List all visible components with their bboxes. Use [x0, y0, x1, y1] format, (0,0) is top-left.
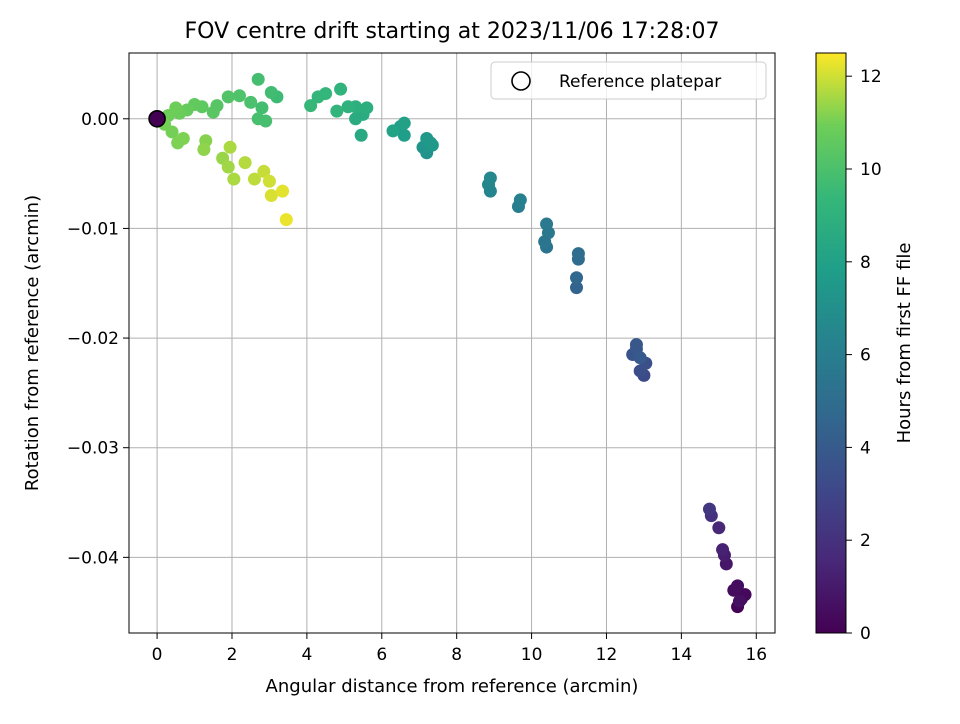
y-axis-ticks: 0.00 −0.01 −0.02 −0.03 −0.04 [67, 110, 129, 568]
data-point [341, 100, 355, 114]
x-tick-label: 10 [521, 645, 543, 665]
colorbar-tick-label: 0 [860, 624, 871, 644]
data-point [304, 99, 318, 113]
data-point [425, 138, 439, 152]
data-point [255, 101, 269, 115]
data-point [633, 351, 647, 365]
x-tick-label: 16 [745, 645, 767, 665]
colorbar-tick-label: 12 [860, 67, 882, 87]
plot-frame [128, 52, 776, 634]
data-point [731, 579, 745, 593]
y-tick-label: −0.01 [67, 219, 119, 239]
legend-marker [511, 71, 531, 91]
data-point [262, 174, 276, 188]
x-axis-ticks: 0 2 4 6 8 10 12 14 16 [152, 633, 767, 665]
data-point [257, 164, 271, 178]
x-tick-label: 0 [152, 645, 163, 665]
data-point [311, 90, 325, 104]
data-point [259, 114, 273, 128]
y-tick-label: 0.00 [81, 110, 119, 130]
data-point [221, 160, 235, 174]
data-point [176, 132, 190, 146]
data-point [251, 72, 265, 86]
legend-entry: Reference platepar [559, 72, 721, 92]
data-point [513, 193, 527, 207]
y-tick-label: −0.02 [67, 329, 119, 349]
x-tick-label: 8 [451, 645, 462, 665]
data-point [386, 124, 400, 138]
x-axis-label: Angular distance from reference (arcmin) [266, 676, 639, 697]
colorbar-tick-label: 10 [860, 160, 882, 180]
data-point [483, 171, 497, 185]
data-point [570, 271, 584, 285]
data-point [276, 184, 290, 198]
colorbar-tick-label: 8 [860, 253, 871, 273]
legend-box [490, 61, 767, 100]
data-point [165, 125, 179, 139]
data-point [223, 140, 237, 154]
data-point [197, 142, 211, 156]
colorbar-tick-label: 2 [860, 531, 871, 551]
data-point [279, 213, 293, 227]
colorbar-label: Hours from first FF file [894, 243, 915, 444]
x-tick-label: 2 [227, 645, 238, 665]
colorbar: 0 2 4 6 8 10 12 Hours from first FF file [815, 52, 915, 644]
data-point [712, 521, 726, 535]
data-point [227, 172, 241, 186]
data-point [264, 189, 278, 203]
data-point [238, 156, 252, 170]
grid-lines [129, 53, 775, 633]
y-tick-label: −0.04 [67, 548, 119, 568]
x-tick-label: 6 [376, 645, 387, 665]
chart-title: FOV centre drift starting at 2023/11/06 … [185, 19, 720, 44]
data-point [206, 105, 220, 119]
data-point [264, 85, 278, 99]
legend: Reference platepar [490, 61, 767, 100]
data-point [360, 101, 374, 115]
data-point [732, 594, 746, 608]
data-point [247, 172, 261, 186]
x-tick-label: 4 [301, 645, 312, 665]
data-point [702, 502, 716, 516]
data-point [571, 247, 585, 261]
data-points [158, 72, 752, 614]
data-point [232, 89, 246, 103]
reference-platepar-marker [148, 109, 166, 128]
colorbar-ticks: 0 2 4 6 8 10 12 [846, 67, 882, 644]
data-point [629, 338, 643, 352]
data-point [397, 116, 411, 130]
data-point [334, 82, 348, 96]
y-tick-label: −0.03 [67, 439, 119, 459]
data-point [354, 128, 368, 142]
data-point [716, 543, 730, 557]
colorbar-tick-label: 6 [860, 346, 871, 366]
data-point [570, 281, 584, 295]
data-point [221, 90, 235, 104]
x-tick-label: 14 [671, 645, 693, 665]
x-tick-label: 12 [596, 645, 618, 665]
colorbar-gradient [815, 52, 847, 634]
y-axis-label: Rotation from reference (arcmin) [22, 195, 43, 491]
data-point [540, 217, 554, 231]
colorbar-tick-label: 4 [860, 438, 871, 458]
data-point [244, 95, 258, 109]
data-point [330, 104, 344, 118]
